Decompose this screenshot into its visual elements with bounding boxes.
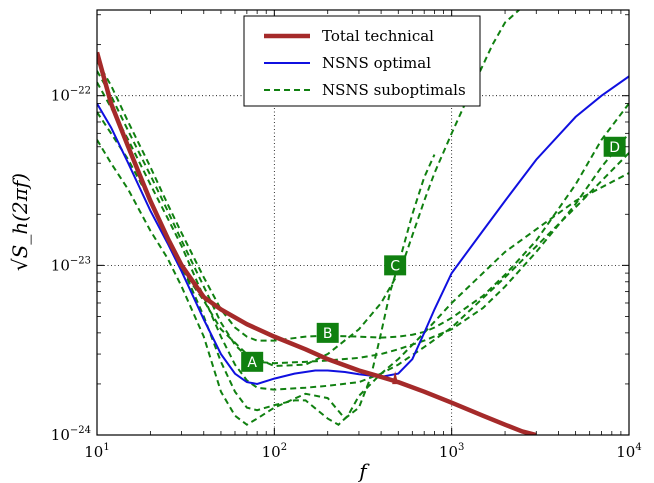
x-tick-label: 103 <box>439 442 464 461</box>
x-tick-label: 104 <box>616 442 641 461</box>
axis-ticks: 101 102 103 104 10−24 10−23 10−22 <box>51 10 642 461</box>
annotation-b: B <box>316 322 339 343</box>
y-tick-label: 10−22 <box>51 86 91 105</box>
y-tick-label: 10−24 <box>51 425 91 444</box>
annotation-label: B <box>323 326 333 342</box>
annotation-d: D <box>603 136 626 157</box>
annotation-label: A <box>247 355 257 371</box>
optimal-curve <box>97 75 629 385</box>
annotation-a: A <box>241 351 264 372</box>
annotation-c: C <box>384 255 407 276</box>
annotation-box <box>603 136 626 157</box>
legend: Total technical NSNS optimal NSNS suboptim… <box>243 15 481 107</box>
legend-box <box>243 15 481 107</box>
total-technical-curve <box>97 51 537 435</box>
legend-label: NSNS suboptimals <box>322 81 466 99</box>
legend-label: NSNS optimal <box>322 54 431 72</box>
suboptimal-curve-5 <box>97 60 629 342</box>
x-tick-label: 101 <box>84 442 109 461</box>
y-axis-label: √S_h(2πf) <box>8 173 32 271</box>
annotation-box <box>241 351 264 372</box>
annotation-label: D <box>609 140 620 156</box>
suboptimal-curve-4 <box>97 70 629 365</box>
x-tick-label: 102 <box>262 442 287 461</box>
x-axis-label: f <box>357 459 370 483</box>
plot-frame <box>96 9 630 436</box>
annotations: A B C D <box>241 136 626 372</box>
annotation-box <box>316 322 339 343</box>
annotation-label: C <box>390 258 400 274</box>
suboptimal-curve-2 <box>97 111 629 426</box>
y-tick-label: 10−23 <box>51 255 91 274</box>
suboptimal-curve-3 <box>97 81 629 391</box>
annotation-box <box>384 255 407 276</box>
legend-label: Total technical <box>322 27 434 45</box>
arrow-marker <box>392 371 399 385</box>
